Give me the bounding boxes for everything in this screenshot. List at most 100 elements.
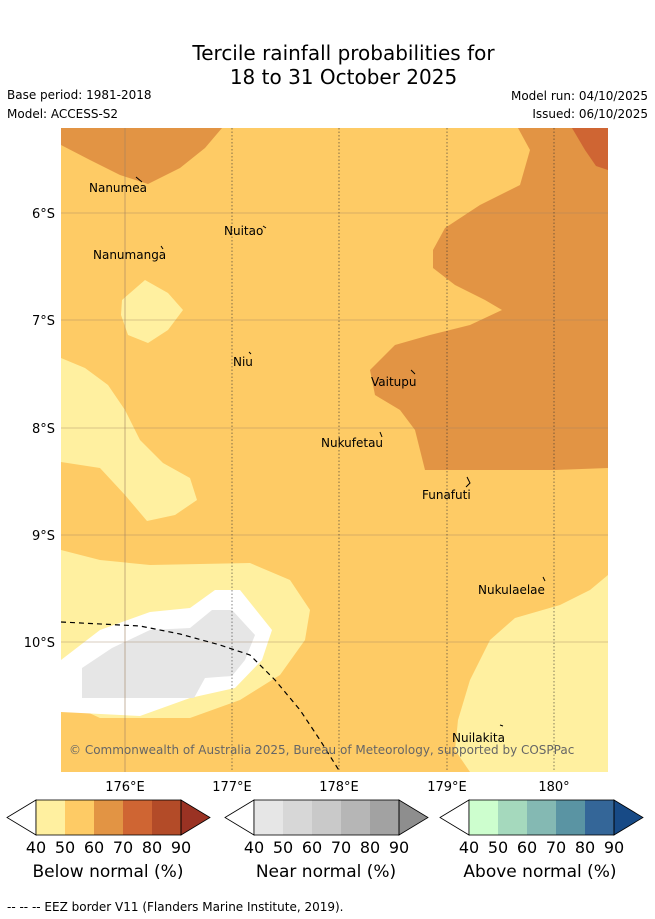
latitude-gridlines	[61, 212, 608, 643]
label-nanumea: Nanumea	[89, 181, 147, 195]
colorbar-legends: 40 50 60 70 80 90 40 50 60 70 80 90 40 50 60 70 80 90	[6, 799, 644, 857]
lat-label-9s: 9°S	[32, 529, 55, 544]
lon-label-179e: 179°E	[427, 780, 467, 795]
lon-label-180: 180°	[538, 780, 569, 795]
colorbar-label-above: Above normal (%)	[463, 862, 617, 882]
colorbar-above-over-arrow	[613, 799, 644, 836]
label-funafuti: Funafuti	[422, 488, 471, 502]
title-line-2: 18 to 31 October 2025	[229, 65, 458, 89]
colorbar-above-under-arrow	[439, 799, 470, 836]
colorbar-below-tick: 80	[142, 838, 162, 857]
contour-below-60-70-east	[370, 128, 608, 470]
island-shape-nuitao	[262, 225, 267, 229]
colorbar-below-tick: 90	[171, 838, 191, 857]
island-outlines	[135, 176, 546, 727]
colorbar-below-outline	[35, 799, 182, 836]
lat-label-7s: 7°S	[32, 314, 55, 329]
colorbar-near-tick: 90	[389, 838, 409, 857]
colorbar-below-segment	[152, 800, 181, 835]
map-title: Tercile rainfall probabilities for 18 to…	[0, 41, 655, 89]
colorbar-above-segment	[585, 800, 614, 835]
colorbar-below-tick: 70	[113, 838, 133, 857]
colorbar-near-segment	[370, 800, 399, 835]
colorbar-near-over-arrow	[398, 799, 429, 836]
contour-below-40-50-west	[61, 358, 197, 521]
colorbar-above-segment	[469, 800, 498, 835]
label-vaitupu: Vaitupu	[371, 375, 417, 389]
colorbar-below-segment	[94, 800, 123, 835]
colorbar-below-under-arrow	[6, 799, 37, 836]
colorbar-above: 40 50 60 70 80 90	[439, 799, 644, 857]
label-nanumanga: Nanumanga	[93, 248, 166, 262]
colorbar-below-segment	[123, 800, 152, 835]
island-shape-funafuti	[465, 476, 471, 488]
probability-contours: Nanumea Nuitao Nanumanga Niu Vaitupu Nuk…	[61, 128, 608, 772]
colorbar-below: 40 50 60 70 80 90	[6, 799, 211, 857]
copyright-notice: © Commonwealth of Australia 2025, Bureau…	[69, 743, 574, 757]
title-line-1: Tercile rainfall probabilities for	[192, 41, 495, 65]
island-labels: Nanumea Nuitao Nanumanga Niu Vaitupu Nuk…	[89, 181, 545, 745]
colorbar-above-segment	[527, 800, 556, 835]
colorbar-near-segment	[283, 800, 312, 835]
colorbar-near-tick: 60	[302, 838, 322, 857]
label-nuitao: Nuitao	[224, 224, 263, 238]
island-shape-nanumanga	[160, 245, 164, 250]
eez-border	[61, 621, 341, 772]
colorbar-above-tick: 80	[575, 838, 595, 857]
label-niu: Niu	[233, 355, 253, 369]
colorbar-above-outline	[468, 799, 615, 836]
colorbar-label-near: Near normal (%)	[255, 862, 397, 882]
longitude-gridlines	[124, 128, 555, 772]
colorbar-above-segment	[556, 800, 585, 835]
colorbar-near: 40 50 60 70 80 90	[224, 799, 429, 857]
colorbar-below-tick: 40	[26, 838, 46, 857]
contour-below-70-80-northeast	[572, 128, 608, 170]
colorbar-below-over-arrow	[180, 799, 211, 836]
lat-label-6s: 6°S	[32, 207, 55, 222]
contour-below-60-70-northwest	[61, 128, 222, 184]
island-shape-niu	[248, 351, 252, 355]
colorbar-near-segment	[254, 800, 283, 835]
colorbar-below-tick: 60	[84, 838, 104, 857]
lon-label-178e: 178°E	[319, 780, 359, 795]
colorbar-near-tick: 40	[244, 838, 264, 857]
model-run-date: Model run: 04/10/2025	[510, 89, 648, 103]
label-nukulaelae: Nukulaelae	[478, 583, 545, 597]
contour-below-40-50-blob	[121, 280, 183, 343]
island-shape-vaitupu	[410, 369, 416, 375]
label-nukufetau: Nukufetau	[321, 436, 383, 450]
colorbar-above-tick: 40	[459, 838, 479, 857]
base-period: Base period: 1981-2018	[7, 88, 152, 102]
island-shape-nuilakita	[499, 724, 504, 727]
colorbar-near-segment	[341, 800, 370, 835]
colorbar-below-segment	[36, 800, 65, 835]
island-shape-nanumea	[135, 176, 143, 183]
model-name: Model: ACCESS-S2	[7, 107, 119, 121]
colorbar-above-segment	[498, 800, 527, 835]
colorbar-above-tick: 70	[546, 838, 566, 857]
colorbar-above-tick: 50	[488, 838, 508, 857]
issued-date: Issued: 06/10/2025	[532, 107, 648, 121]
label-nuilakita: Nuilakita	[452, 731, 505, 745]
colorbar-below-segment	[65, 800, 94, 835]
colorbar-near-segment	[312, 800, 341, 835]
colorbar-near-tick: 50	[273, 838, 293, 857]
contour-below-40-50-southeast	[455, 575, 608, 772]
colorbar-above-tick: 60	[517, 838, 537, 857]
lat-label-8s: 8°S	[32, 422, 55, 437]
island-shape-nukufetau	[379, 431, 383, 438]
colorbar-near-under-arrow	[224, 799, 255, 836]
colorbar-near-tick: 80	[360, 838, 380, 857]
eez-footnote: -- -- -- EEZ border V11 (Flanders Marine…	[7, 900, 344, 914]
longitude-axis: 176°E 177°E 178°E 179°E 180°	[105, 780, 569, 795]
lon-label-176e: 176°E	[105, 780, 145, 795]
colorbar-near-outline	[253, 799, 400, 836]
colorbar-below-tick: 50	[55, 838, 75, 857]
latitude-axis: 6°S 7°S 8°S 9°S 10°S	[24, 207, 55, 651]
lon-label-177e: 177°E	[212, 780, 252, 795]
colorbar-near-tick: 70	[331, 838, 351, 857]
colorbar-label-below: Below normal (%)	[32, 862, 184, 882]
lat-label-10s: 10°S	[24, 636, 55, 651]
island-shape-nukulaelae	[542, 576, 546, 582]
